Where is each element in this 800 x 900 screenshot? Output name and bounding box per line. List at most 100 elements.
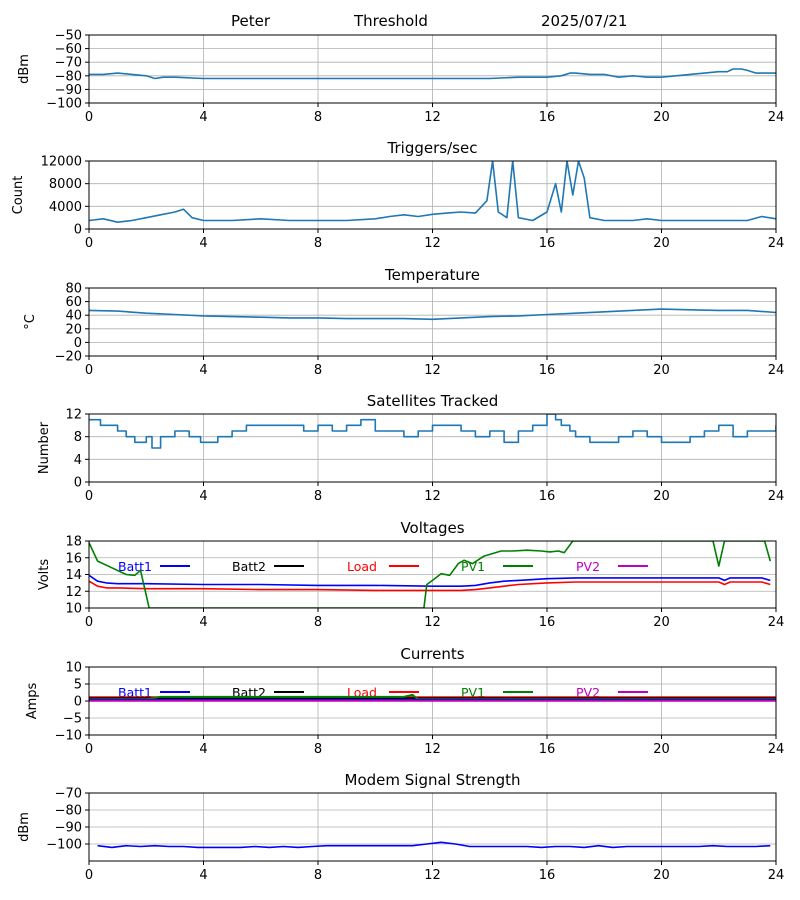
- report-header: Peter Threshold 2025/07/21: [0, 0, 800, 34]
- x-tick-label: 12: [424, 110, 441, 125]
- y-tick-label: 12: [65, 585, 82, 600]
- x-tick-label: 8: [314, 110, 322, 125]
- y-tick-label: 10: [65, 661, 82, 676]
- x-tick-label: 20: [653, 110, 670, 125]
- x-tick-label: 0: [85, 110, 93, 125]
- y-tick-label: 0: [74, 336, 82, 351]
- report-date: 2025/07/21: [541, 12, 628, 30]
- series-line-1: [89, 414, 776, 449]
- x-tick-label: 4: [199, 110, 207, 125]
- x-tick-label: 16: [539, 110, 556, 125]
- y-tick-label: −5: [63, 712, 82, 727]
- y-tick-label: 40: [65, 309, 82, 324]
- x-tick-label: 20: [653, 742, 670, 757]
- x-tick-label: 24: [768, 615, 785, 630]
- y-tick-label: −60: [55, 42, 82, 57]
- x-tick-label: 20: [653, 615, 670, 630]
- x-tick-label: 8: [314, 615, 322, 630]
- y-tick-label: 0: [74, 223, 82, 238]
- chart-panel-4: 0 4 8 12 16 20 24 0 4 8 12 Number Satellites Tracked: [37, 392, 784, 504]
- series-line-1: [89, 161, 776, 223]
- chart-title: Modem Signal Strength: [345, 771, 521, 789]
- y-tick-label: −80: [55, 804, 82, 819]
- y-tick-label: 14: [65, 568, 82, 583]
- x-tick-label: 8: [314, 489, 322, 504]
- chart-panel-2: 0 4 8 12 16 20 24 0 4000 8000 12000 Count Triggers/s…: [11, 139, 784, 251]
- y-tick-label: −90: [55, 83, 82, 98]
- x-tick-label: 4: [199, 615, 207, 630]
- x-tick-label: 0: [85, 236, 93, 251]
- y-tick-label: −10: [55, 729, 82, 744]
- y-tick-label: −100: [46, 838, 82, 853]
- y-tick-label: −100: [46, 97, 82, 112]
- x-tick-label: 20: [653, 236, 670, 251]
- station-name: Peter: [231, 12, 271, 30]
- x-tick-label: 16: [539, 742, 556, 757]
- y-tick-label: 0: [74, 695, 82, 710]
- x-tick-label: 24: [768, 742, 785, 757]
- x-tick-label: 0: [85, 615, 93, 630]
- y-tick-label: −70: [55, 56, 82, 71]
- legend-label: Batt1: [118, 685, 152, 700]
- x-tick-label: 12: [424, 742, 441, 757]
- x-tick-label: 0: [85, 363, 93, 378]
- y-tick-label: 8: [74, 430, 82, 445]
- x-tick-label: 8: [314, 742, 322, 757]
- y-tick-label: −80: [55, 69, 82, 84]
- series-line-1: [89, 68, 776, 80]
- y-axis-label: dBm: [17, 54, 32, 84]
- y-tick-label: 5: [74, 678, 82, 693]
- x-tick-label: 16: [539, 236, 556, 251]
- x-tick-label: 4: [199, 742, 207, 757]
- x-tick-label: 12: [424, 615, 441, 630]
- x-tick-label: 4: [199, 868, 207, 883]
- x-tick-label: 24: [768, 110, 785, 125]
- x-tick-label: 24: [768, 489, 785, 504]
- x-tick-label: 12: [424, 489, 441, 504]
- y-tick-label: 20: [65, 322, 82, 337]
- x-tick-label: 12: [424, 868, 441, 883]
- x-tick-label: 0: [85, 742, 93, 757]
- legend-label: PV1: [461, 685, 485, 700]
- y-tick-label: 80: [65, 282, 82, 297]
- series-line-1: [97, 841, 771, 849]
- y-tick-label: −50: [55, 29, 82, 44]
- y-axis-label: dBm: [17, 812, 32, 842]
- x-tick-label: 12: [424, 363, 441, 378]
- y-tick-label: 4: [74, 453, 82, 468]
- series-line-1: [89, 308, 776, 321]
- series-line-pv1: [89, 541, 772, 608]
- x-tick-label: 24: [768, 236, 785, 251]
- x-tick-label: 24: [768, 363, 785, 378]
- y-tick-label: 18: [65, 535, 82, 550]
- chart-title: Currents: [400, 645, 464, 663]
- x-tick-label: 12: [424, 236, 441, 251]
- x-tick-label: 20: [653, 489, 670, 504]
- chart-title: Voltages: [400, 519, 464, 537]
- y-tick-label: −70: [55, 787, 82, 802]
- legend-label: Batt1: [118, 559, 152, 574]
- y-tick-label: 10: [65, 602, 82, 617]
- chart-panel-1: 0 4 8 12 16 20 24 −100−90−80−70−60−50 dBm: [17, 29, 784, 126]
- x-tick-label: 16: [539, 489, 556, 504]
- series-line-load: [89, 580, 771, 592]
- y-tick-label: −20: [55, 350, 82, 365]
- chart-panel-7: 0 4 8 12 16 20 24 −100 −90 −80 −70 dBm Modem Signal …: [17, 771, 784, 883]
- y-tick-label: 0: [74, 476, 82, 491]
- x-tick-label: 4: [199, 489, 207, 504]
- series-line-batt1: [89, 574, 771, 587]
- chart-title: Temperature: [384, 266, 480, 284]
- x-tick-label: 0: [85, 868, 93, 883]
- x-tick-label: 16: [539, 615, 556, 630]
- legend-label: PV2: [576, 559, 600, 574]
- x-tick-label: 4: [199, 363, 207, 378]
- x-tick-label: 8: [314, 363, 322, 378]
- chart-title: Triggers/sec: [387, 139, 478, 157]
- chart-title: Satellites Tracked: [367, 392, 498, 410]
- x-tick-label: 24: [768, 868, 785, 883]
- y-tick-label: 12: [65, 408, 82, 423]
